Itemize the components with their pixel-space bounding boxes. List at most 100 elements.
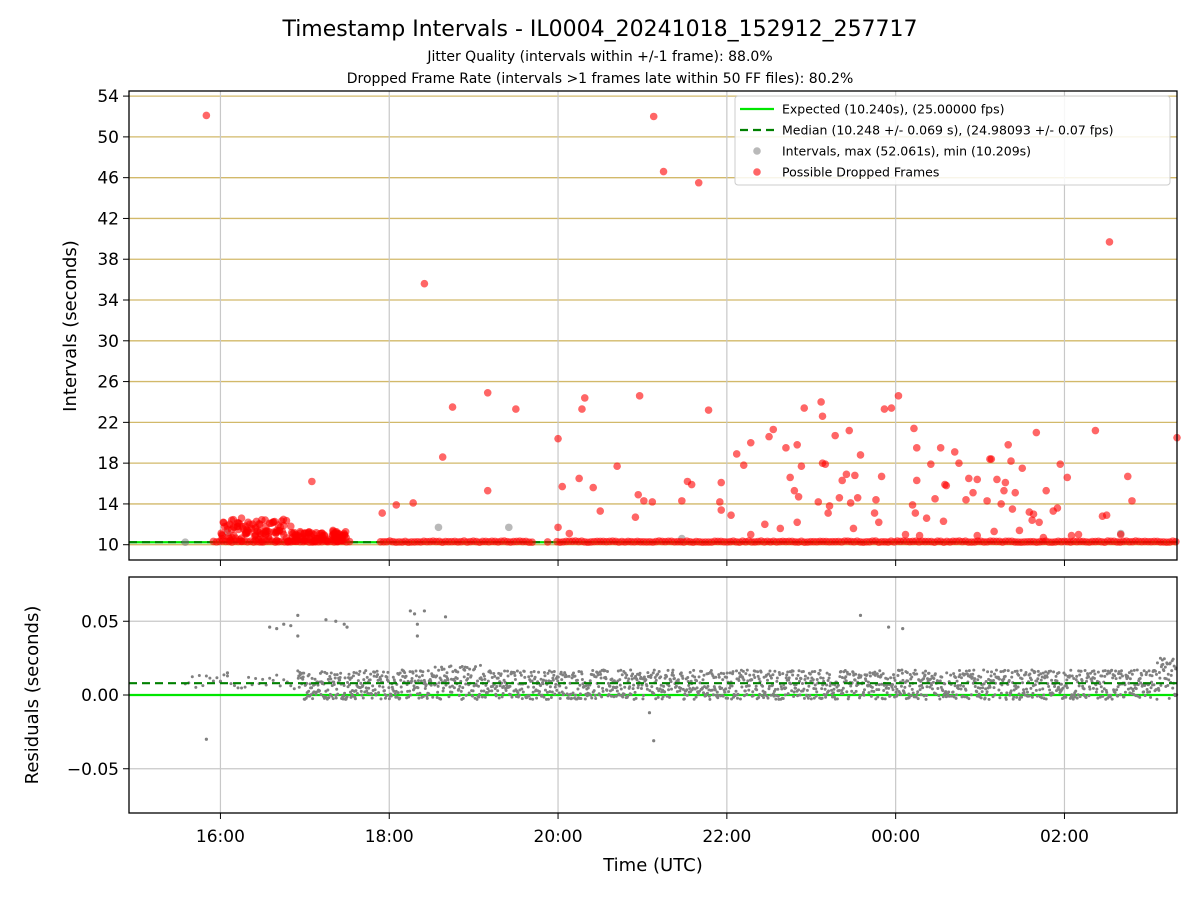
residual-point xyxy=(1065,686,1069,690)
residual-point xyxy=(549,695,553,699)
residual-point xyxy=(767,684,771,688)
residual-point xyxy=(591,668,595,672)
residual-point xyxy=(841,691,845,695)
residual-point xyxy=(615,689,619,693)
residual-point xyxy=(984,679,988,683)
residual-point xyxy=(552,670,556,674)
residual-point xyxy=(313,677,317,681)
residual-point xyxy=(456,670,460,674)
dropped-frame-point xyxy=(659,167,668,176)
residual-point xyxy=(472,684,476,688)
residual-point xyxy=(419,679,423,683)
residual-point xyxy=(835,697,839,701)
residual-point xyxy=(365,675,369,679)
dropped-frame-point xyxy=(241,528,250,537)
residual-point xyxy=(750,678,754,682)
residual-point xyxy=(652,668,656,672)
residual-point xyxy=(730,684,734,688)
residual-point xyxy=(768,669,772,673)
residual-point xyxy=(652,739,656,743)
residual-point xyxy=(881,672,885,676)
residual-point xyxy=(991,679,995,683)
residual-point xyxy=(1100,689,1104,693)
residual-point xyxy=(773,669,777,673)
residual-point xyxy=(570,696,574,700)
residual-point xyxy=(637,683,641,687)
residual-point xyxy=(747,688,751,692)
residual-point xyxy=(414,674,418,678)
dropped-frame-point xyxy=(333,537,342,545)
residual-point xyxy=(915,692,919,696)
residual-point xyxy=(1163,665,1167,669)
residual-point xyxy=(792,690,796,694)
residual-point xyxy=(736,692,740,696)
residual-point xyxy=(941,695,945,699)
dropped-frame-point xyxy=(279,515,288,524)
residual-point xyxy=(554,682,558,686)
residual-point xyxy=(862,693,866,697)
residual-point xyxy=(309,693,313,697)
residual-point xyxy=(781,697,785,701)
residual-point xyxy=(1084,695,1088,699)
residual-point xyxy=(197,673,201,677)
bottom-y-tick-label: 0.00 xyxy=(81,686,119,706)
residual-point xyxy=(954,696,958,700)
residual-point xyxy=(597,685,601,689)
residual-point xyxy=(1127,681,1131,685)
residual-point xyxy=(792,694,796,698)
residual-point xyxy=(827,676,831,680)
dropped-frame-point xyxy=(687,480,696,489)
residual-point xyxy=(483,695,487,699)
residual-point xyxy=(415,622,419,626)
residual-point xyxy=(530,674,534,678)
residual-point xyxy=(460,664,464,668)
residual-point xyxy=(893,678,897,682)
residual-point xyxy=(771,692,775,696)
residual-point xyxy=(919,693,923,697)
dropped-frame-point xyxy=(910,424,918,433)
residual-point xyxy=(572,671,576,675)
residual-point xyxy=(866,680,870,684)
residual-point xyxy=(372,674,376,678)
residual-point xyxy=(409,693,413,697)
residual-point xyxy=(725,675,729,679)
residual-point xyxy=(721,694,725,698)
residual-point xyxy=(346,681,350,685)
residual-point xyxy=(925,694,929,698)
residual-point xyxy=(1143,694,1147,698)
residual-point xyxy=(575,678,579,682)
residual-point xyxy=(520,687,524,691)
residual-point xyxy=(446,678,450,682)
residual-point xyxy=(517,693,521,697)
residual-point xyxy=(296,676,300,680)
residual-point xyxy=(510,695,514,699)
residual-point xyxy=(535,696,539,700)
residual-point xyxy=(667,688,671,692)
residual-point xyxy=(618,678,622,682)
residual-point xyxy=(994,668,998,672)
top-panel-x-ticks xyxy=(219,560,1065,566)
residual-point xyxy=(389,694,393,698)
residual-point xyxy=(1166,683,1170,687)
residual-point xyxy=(1091,686,1095,690)
residual-point xyxy=(584,684,588,688)
residual-point xyxy=(408,689,412,693)
residual-point xyxy=(624,676,628,680)
residual-point xyxy=(758,692,762,696)
residual-point xyxy=(1054,674,1058,678)
residual-point xyxy=(751,694,755,698)
dropped-frame-point xyxy=(1105,238,1114,246)
residual-point xyxy=(682,697,686,701)
residual-point xyxy=(770,683,774,687)
residual-point xyxy=(722,672,726,676)
residual-point xyxy=(1070,674,1074,678)
residual-point xyxy=(354,671,358,675)
residual-point xyxy=(717,673,721,677)
dropped-frame-point xyxy=(265,519,274,528)
residual-point xyxy=(621,695,625,699)
residual-point xyxy=(362,678,366,682)
residual-point xyxy=(545,690,549,694)
residual-point xyxy=(734,689,738,693)
residual-point xyxy=(941,689,945,693)
residual-point xyxy=(588,683,592,687)
